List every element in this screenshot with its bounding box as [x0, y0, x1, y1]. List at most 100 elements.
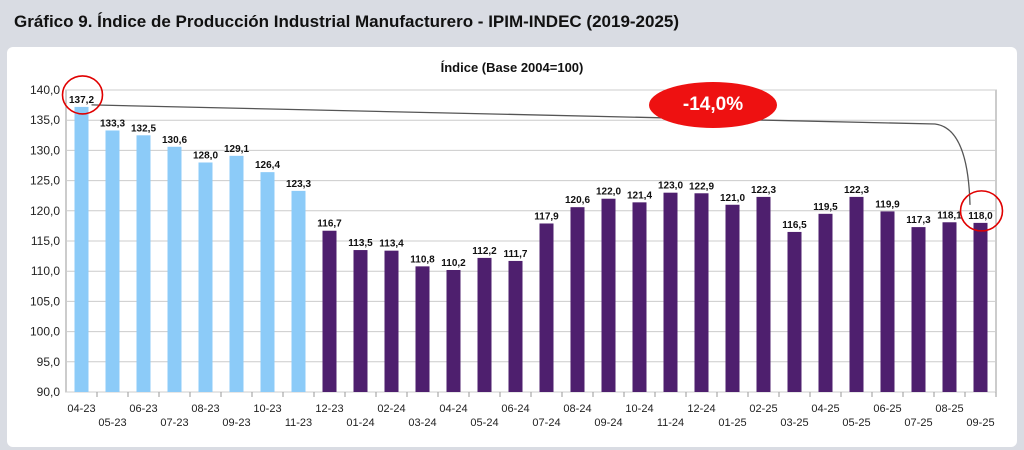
bar	[446, 269, 461, 392]
x-tick-label: 07-24	[532, 417, 560, 429]
bar	[756, 196, 771, 392]
data-label: 116,7	[317, 219, 342, 230]
bar	[105, 130, 120, 392]
data-label: 126,4	[255, 160, 280, 171]
end-marker-circle	[959, 190, 1004, 232]
bar	[539, 223, 554, 392]
bar	[787, 231, 802, 392]
bar	[384, 250, 399, 392]
x-tick-label: 08-25	[935, 403, 963, 415]
bar	[911, 227, 926, 392]
bar	[725, 204, 740, 392]
page-title: Gráfico 9. Índice de Producción Industri…	[14, 12, 680, 31]
x-tick-label: 01-24	[346, 417, 374, 429]
data-label: 112,2	[472, 246, 497, 257]
bar	[260, 172, 275, 392]
x-tick-label: 05-25	[842, 417, 870, 429]
data-label: 111,7	[504, 249, 528, 260]
x-tick-label: 10-23	[253, 403, 281, 415]
header-bar: Gráfico 9. Índice de Producción Industri…	[0, 0, 1024, 46]
bar	[291, 190, 306, 392]
bar	[322, 230, 337, 392]
x-tick-label: 02-24	[377, 403, 405, 415]
data-label: 121,4	[627, 190, 652, 201]
data-label: 119,5	[813, 202, 838, 213]
x-tick-label: 08-24	[563, 403, 591, 415]
x-tick-label: 07-23	[160, 417, 188, 429]
data-label: 110,2	[441, 258, 466, 269]
data-label: 123,3	[286, 179, 311, 190]
data-label: 119,9	[875, 199, 900, 210]
data-label: 118,1	[937, 210, 962, 221]
y-tick-label: 130,0	[30, 143, 60, 157]
start-marker-circle	[61, 75, 104, 115]
bar	[508, 260, 523, 392]
data-label: 123,0	[658, 181, 683, 192]
x-tick-label: 09-23	[222, 417, 250, 429]
x-tick-label: 06-23	[129, 403, 157, 415]
y-tick-label: 110,0	[31, 264, 60, 278]
bar	[880, 211, 895, 392]
x-tick-label: 04-23	[67, 403, 95, 415]
y-tick-label: 140,0	[30, 83, 60, 97]
data-label: 116,5	[782, 220, 807, 231]
x-tick-label: 03-24	[408, 417, 436, 429]
bar	[942, 222, 957, 392]
x-tick-label: 12-24	[687, 403, 715, 415]
y-tick-label: 135,0	[30, 113, 60, 127]
data-label: 122,3	[844, 185, 869, 196]
trend-connector	[91, 104, 971, 205]
x-tick-label: 05-24	[470, 417, 498, 429]
bar	[818, 213, 833, 392]
bar	[973, 222, 988, 392]
x-tick-label: 11-23	[285, 417, 312, 429]
bar	[849, 196, 864, 392]
x-tick-label: 09-24	[594, 417, 622, 429]
bar	[229, 155, 244, 392]
x-tick-label: 02-25	[749, 403, 777, 415]
y-tick-label: 90,0	[37, 385, 61, 399]
data-label: 122,9	[689, 181, 714, 192]
x-tick-label: 01-25	[718, 417, 746, 429]
x-tick-label: 04-25	[811, 403, 839, 415]
x-tick-label: 08-23	[191, 403, 219, 415]
x-tick-label: 04-24	[439, 403, 467, 415]
bar	[167, 146, 182, 392]
y-tick-label: 100,0	[30, 325, 60, 339]
bar	[663, 192, 678, 392]
data-label: 122,0	[596, 187, 621, 198]
x-tick-label: 07-25	[904, 417, 932, 429]
bar	[353, 250, 368, 392]
y-tick-label: 115,0	[31, 234, 60, 248]
y-tick-label: 105,0	[30, 294, 60, 308]
data-label: 129,1	[224, 144, 249, 155]
bar	[570, 207, 585, 392]
y-tick-label: 120,0	[30, 204, 60, 218]
bar	[632, 202, 647, 392]
change-badge: -14,0%	[649, 82, 777, 128]
bar	[74, 106, 89, 393]
x-tick-label: 09-25	[966, 417, 994, 429]
x-tick-label: 05-23	[98, 417, 126, 429]
bar	[601, 198, 616, 392]
data-label: 128,0	[193, 150, 218, 161]
chart-title: Índice (Base 2004=100)	[440, 60, 584, 75]
y-tick-label: 95,0	[37, 355, 61, 369]
data-label: 120,6	[565, 195, 590, 206]
x-tick-label: 11-24	[657, 417, 684, 429]
data-label: 110,8	[410, 254, 435, 265]
bar	[694, 193, 709, 392]
bar	[198, 162, 213, 392]
data-label: 113,5	[348, 238, 373, 249]
data-label: 117,3	[906, 215, 931, 226]
bar	[415, 266, 430, 392]
y-tick-label: 125,0	[30, 174, 60, 188]
data-label: 133,3	[100, 118, 125, 129]
data-label: 130,6	[162, 135, 187, 146]
x-tick-label: 10-24	[625, 403, 653, 415]
data-label: 113,4	[379, 239, 404, 250]
data-label: 117,9	[534, 211, 559, 222]
x-tick-label: 03-25	[780, 417, 808, 429]
bar	[136, 135, 151, 393]
